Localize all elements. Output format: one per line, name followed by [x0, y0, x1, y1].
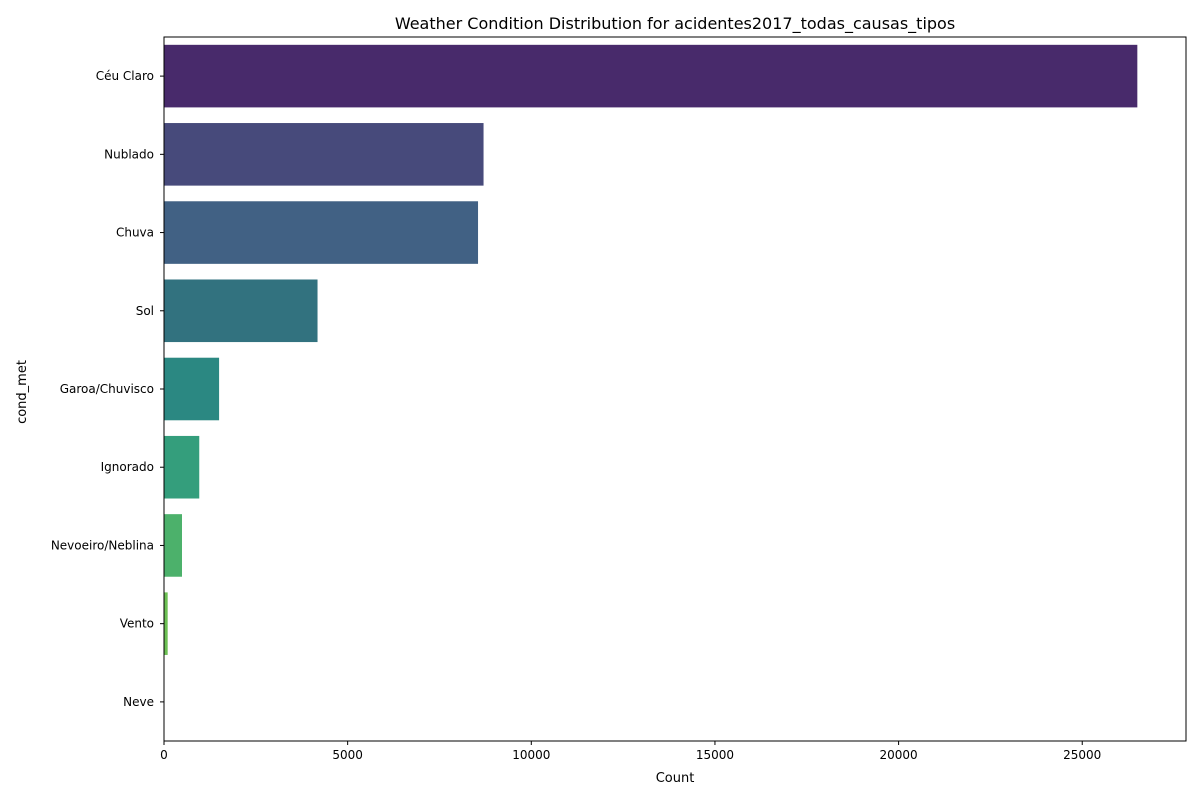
bar-ignorado [164, 436, 199, 499]
y-axis-ticks: Céu Claro Nublado Chuva Sol Garoa/Chuvisco Ig… [51, 69, 164, 709]
bar-ceu-claro [164, 45, 1137, 108]
y-tick-label-nublado: Nublado [104, 147, 154, 161]
x-tick-label-10000: 10000 [512, 748, 550, 762]
x-axis-ticks: 0 5000 10000 15000 20000 25000 [160, 741, 1101, 762]
y-axis-label: cond_met [15, 360, 30, 424]
y-tick-label-chuva: Chuva [116, 226, 154, 240]
chart-title: Weather Condition Distribution for acide… [395, 14, 955, 34]
x-tick-label-0: 0 [160, 748, 168, 762]
x-tick-label-25000: 25000 [1063, 748, 1101, 762]
y-tick-label-sol: Sol [136, 304, 154, 318]
x-axis-label: Count [656, 771, 695, 786]
y-tick-label-vento: Vento [120, 617, 154, 631]
y-tick-label-ceu-claro: Céu Claro [96, 69, 154, 83]
x-tick-label-5000: 5000 [332, 748, 363, 762]
y-tick-label-garoa-chuvisco: Garoa/Chuvisco [60, 382, 154, 396]
y-tick-label-ignorado: Ignorado [101, 460, 154, 474]
y-tick-label-nevoeiro-neblina: Nevoeiro/Neblina [51, 538, 154, 552]
bars-group [164, 45, 1137, 733]
y-tick-label-neve: Neve [123, 695, 154, 709]
x-tick-label-15000: 15000 [696, 748, 734, 762]
bar-chuva [164, 201, 478, 264]
bar-vento [164, 592, 168, 655]
x-tick-label-20000: 20000 [879, 748, 917, 762]
bar-nevoeiro-neblina [164, 514, 182, 577]
bar-sol [164, 279, 318, 342]
bar-garoa-chuvisco [164, 358, 219, 421]
bar-nublado [164, 123, 484, 186]
